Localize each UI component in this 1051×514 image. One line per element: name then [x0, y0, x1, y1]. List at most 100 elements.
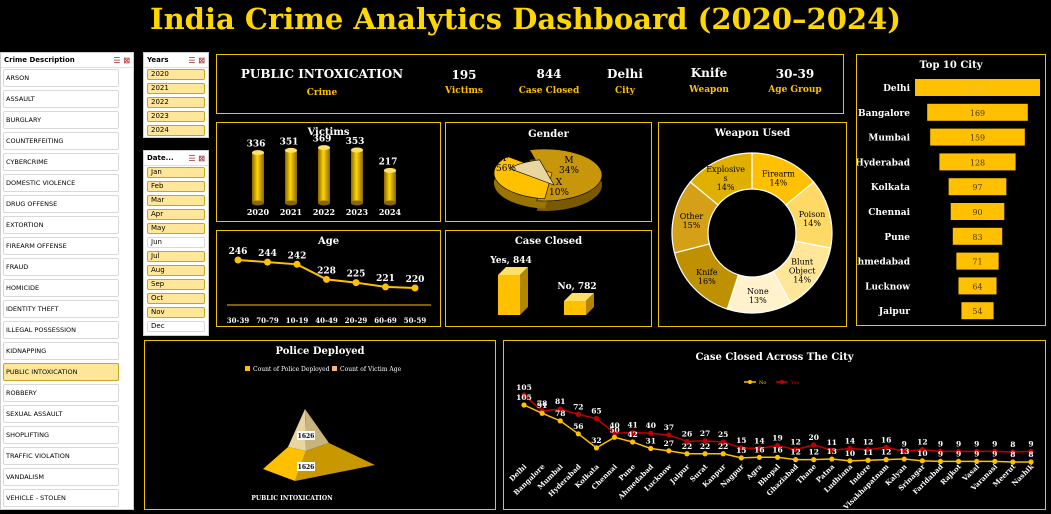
top10-bar	[930, 128, 1025, 146]
crime-item[interactable]: ARSON	[3, 69, 119, 87]
top10-tick-label: Bangalore	[858, 109, 910, 119]
crime-item[interactable]: EXTORTION	[3, 216, 119, 234]
city-cases-data-label: 13	[827, 447, 837, 456]
crime-item[interactable]: HOMICIDE	[3, 279, 119, 297]
city-cases-data-label: 41	[627, 421, 637, 430]
multi-select-icon[interactable]: ☰ ⊠	[113, 56, 130, 65]
legend-swatch	[332, 366, 337, 371]
legend-label: No	[759, 380, 766, 386]
city-cases-point	[847, 445, 853, 452]
crime-item[interactable]: SHOPLIFTING	[3, 426, 119, 444]
year-item[interactable]: 2022	[147, 97, 205, 108]
month-item[interactable]: Jun	[147, 237, 205, 248]
victims-bar-top	[285, 147, 297, 153]
crime-item[interactable]: KIDNAPPING	[3, 342, 119, 360]
city-cases-point	[539, 410, 545, 416]
legend-swatch	[245, 366, 250, 371]
city-cases-point	[811, 457, 817, 463]
month-item[interactable]: Mar	[147, 195, 205, 206]
crime-item[interactable]: VANDALISM	[3, 468, 119, 486]
month-item[interactable]: Feb	[147, 181, 205, 192]
city-cases-data-label: 9	[974, 439, 979, 448]
crime-item[interactable]: TRAFFIC VIOLATION	[3, 447, 119, 465]
age-tick-label: 10-19	[286, 316, 309, 325]
month-item[interactable]: Dec	[147, 321, 205, 332]
weapon-slice-label: Knife	[696, 268, 718, 277]
city-cases-data-label: 72	[573, 402, 583, 411]
city-cases-point	[974, 448, 980, 455]
city-cases-point	[521, 392, 527, 398]
crime-item[interactable]: CYBERCRIME	[3, 153, 119, 171]
month-item[interactable]: Jan	[147, 167, 205, 178]
city-cases-point	[811, 442, 817, 448]
crime-item[interactable]: SEXUAL ASSAULT	[3, 405, 119, 423]
date-slicer[interactable]: Date... ☰ ⊠ Jan Feb Mar Apr May Jun Jul Aug Sep O…	[143, 150, 209, 336]
case-closed-bar	[498, 275, 520, 315]
age-panel: Age 246 30-39 244 70-79 242 10-19 228 40-49 225 2…	[216, 230, 441, 327]
crime-item[interactable]: FRAUD	[3, 258, 119, 276]
multi-select-icon[interactable]: ☰ ⊠	[188, 56, 205, 65]
crime-item[interactable]: DOMESTIC VIOLENCE	[3, 174, 119, 192]
month-item[interactable]: Sep	[147, 279, 205, 290]
victims-bar-base	[318, 200, 330, 206]
crime-item[interactable]: ILLEGAL POSSESSION	[3, 321, 119, 339]
crime-item[interactable]: IDENTITY THEFT	[3, 300, 119, 318]
crime-item[interactable]: ASSAULT	[3, 90, 119, 108]
city-cases-data-label: 11	[863, 448, 873, 457]
panel-title: Gender	[528, 129, 569, 140]
year-item[interactable]: 2024	[147, 125, 205, 136]
crime-item[interactable]: VEHICLE - STOLEN	[3, 489, 119, 507]
slicer-title: Crime Description	[4, 56, 75, 64]
city-cases-point	[738, 455, 744, 461]
crime-item[interactable]: DRUG OFFENSE	[3, 195, 119, 213]
city-cases-point	[738, 445, 744, 451]
month-item[interactable]: Aug	[147, 265, 205, 276]
crime-item[interactable]: COUNTERFEITING	[3, 132, 119, 150]
case-closed-data-label: No, 782	[557, 282, 596, 292]
year-item[interactable]: 2023	[147, 111, 205, 122]
city-cases-data-label: 13	[899, 447, 909, 456]
month-item[interactable]: May	[147, 223, 205, 234]
victims-tick-label: 2024	[379, 207, 402, 217]
year-item[interactable]: 2021	[147, 83, 205, 94]
top10-bar	[915, 79, 1040, 96]
month-item[interactable]: Oct	[147, 293, 205, 304]
panel-title: Case Closed	[514, 236, 583, 247]
city-cases-tick-label: Thane	[795, 462, 819, 486]
crime-description-slicer[interactable]: Crime Description ☰ ⊠ ARSON ASSAULT BURGLA…	[0, 52, 134, 510]
city-cases-point	[992, 448, 998, 455]
years-slicer[interactable]: Years ☰ ⊠ 2020 2021 2022 2023 2024	[143, 52, 209, 138]
city-cases-data-label: 31	[646, 436, 656, 445]
city-cases-data-label: 9	[1028, 439, 1033, 448]
crime-item[interactable]: FIREARM OFFENSE	[3, 237, 119, 255]
city-cases-data-label: 8	[1010, 450, 1015, 459]
multi-select-icon[interactable]: ☰ ⊠	[188, 154, 205, 163]
victims-bar-base	[351, 200, 363, 206]
month-item[interactable]: Apr	[147, 209, 205, 220]
weapon-slice-percent: 14%	[717, 183, 735, 192]
pyramid-bottom-left	[263, 447, 306, 481]
weapon-slice-percent: 14%	[770, 178, 788, 187]
age-point	[234, 256, 242, 264]
city-cases-point	[557, 418, 563, 424]
crime-item[interactable]: PUBLIC INTOXICATION	[3, 363, 119, 381]
month-item[interactable]: Jul	[147, 251, 205, 262]
city-cases-data-label: 22	[700, 442, 710, 451]
legend-label: Count of Victim Age	[340, 366, 402, 373]
case-closed-panel: Case Closed Yes, 844 No, 782	[445, 230, 652, 327]
city-cases-point	[593, 445, 600, 451]
year-item[interactable]: 2020	[147, 69, 205, 80]
city-cases-point	[883, 444, 889, 450]
weapon-slice-label: Firearm	[762, 169, 795, 178]
top10-data-label: 83	[972, 233, 982, 242]
top10-data-label: 71	[972, 258, 982, 267]
month-item[interactable]: Nov	[147, 307, 205, 318]
top10-bar	[961, 302, 994, 320]
victims-bar-top	[384, 167, 396, 173]
city-cases-tick-label: Jaipur	[667, 462, 691, 486]
city-cases-data-label: 78	[537, 399, 547, 408]
crime-item[interactable]: ROBBERY	[3, 384, 119, 402]
city-cases-point	[847, 458, 853, 464]
crime-item[interactable]: BURGLARY	[3, 111, 119, 129]
city-cases-data-label: 9	[956, 439, 961, 448]
